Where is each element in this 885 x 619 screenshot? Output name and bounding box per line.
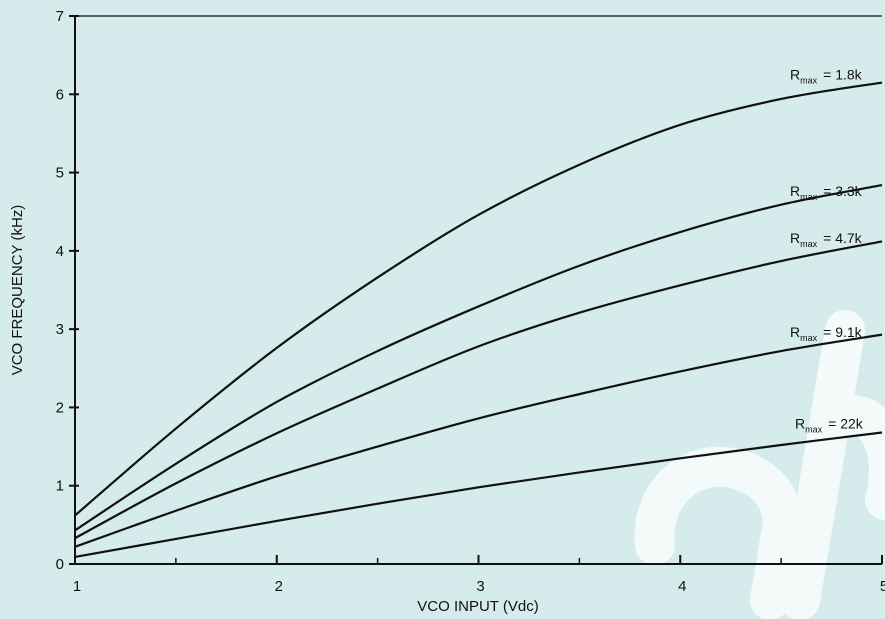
y-tick-label: 2	[56, 399, 64, 416]
curve-label-main: R	[790, 324, 800, 340]
curve-label-value: = 22k	[828, 416, 864, 432]
y-ticks: 0 1 2 3 4 5 6 7	[56, 8, 79, 573]
x-tick-label: 1	[73, 578, 81, 595]
x-tick-label: 5	[880, 578, 885, 595]
y-tick-label: 5	[56, 165, 64, 182]
y-tick-label: 1	[56, 478, 64, 495]
curve-label: Rmax = 22k	[795, 416, 864, 435]
y-tick-label: 7	[56, 8, 64, 25]
curve-label-main: R	[790, 183, 800, 199]
watermark-letter-b	[780, 310, 885, 619]
x-axis-title: VCO INPUT (Vdc)	[417, 598, 538, 615]
curve-label-sub: max	[800, 333, 818, 343]
curve-label-sub: max	[800, 239, 818, 249]
curve-label-value: = 9.1k	[823, 324, 863, 340]
curve-label-sub: max	[800, 192, 818, 202]
curve-label-value: = 4.7k	[823, 230, 863, 246]
y-tick-label: 6	[56, 86, 64, 103]
series-line	[74, 81, 883, 517]
y-tick-label: 3	[56, 321, 64, 338]
x-tick-label: 3	[476, 578, 484, 595]
series-line	[74, 184, 883, 532]
x-ticks: 1 2 3 4 5	[73, 555, 885, 595]
curve-labels: Rmax = 1.8k Rmax = 3.3k Rmax = 4.7k Rmax = 9.1k…	[790, 67, 864, 435]
series-lines	[74, 81, 883, 559]
watermark	[634, 310, 885, 619]
y-tick-label: 4	[56, 243, 64, 260]
curve-label-main: R	[790, 67, 800, 83]
curve-label-sub: max	[805, 425, 823, 435]
curve-label-value: = 1.8k	[823, 67, 863, 83]
y-tick-label: 0	[56, 556, 64, 573]
curve-label-value: = 3.3k	[823, 183, 863, 199]
series-line	[74, 240, 883, 540]
watermark-letter-a	[634, 446, 803, 619]
series-line	[74, 431, 883, 559]
x-tick-label: 2	[275, 578, 283, 595]
curve-label-main: R	[790, 230, 800, 246]
series-line	[74, 333, 883, 548]
curve-label: Rmax = 4.7k	[790, 230, 863, 249]
curve-label: Rmax = 1.8k	[790, 67, 863, 86]
curve-label: Rmax = 3.3k	[790, 183, 863, 202]
x-tick-label: 4	[678, 578, 686, 595]
curve-label-main: R	[795, 416, 805, 432]
curve-label: Rmax = 9.1k	[790, 324, 863, 343]
curve-label-sub: max	[800, 76, 818, 86]
y-axis-title: VCO FREQUENCY (kHz)	[9, 205, 26, 376]
